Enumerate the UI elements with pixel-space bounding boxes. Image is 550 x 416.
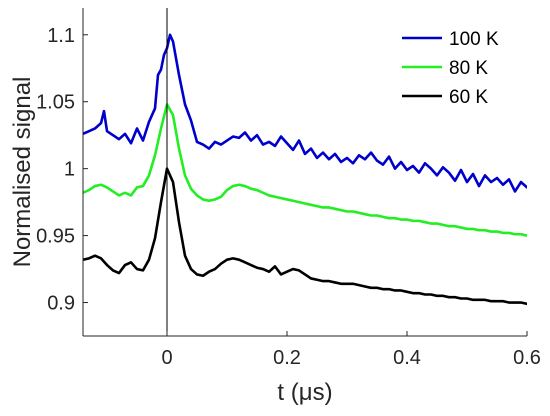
y-tick-label: 0.9	[47, 293, 75, 315]
y-tick-label: 1.05	[36, 92, 75, 114]
x-tick-label: 0	[161, 347, 172, 369]
legend-label-60-k: 60 K	[449, 87, 488, 108]
series-line-80-k	[83, 103, 527, 237]
y-axis-title: Normalised signal	[9, 77, 36, 268]
x-tick-label: 0.2	[273, 347, 301, 369]
legend: 100 K 80 K 60 K	[402, 29, 499, 108]
y-tick-label: 1.1	[47, 25, 75, 47]
x-tick-label: 0.6	[513, 347, 541, 369]
x-tick-label: 0.4	[393, 347, 421, 369]
series-line-60-k	[83, 167, 527, 306]
legend-label-80-k: 80 K	[449, 58, 488, 79]
y-tick-label: 0.95	[36, 226, 75, 248]
x-axis-title: t (μs)	[277, 379, 332, 406]
series-line-100-k	[83, 33, 527, 193]
legend-label-100-k: 100 K	[449, 29, 499, 50]
y-tick-label: 1	[64, 159, 75, 181]
